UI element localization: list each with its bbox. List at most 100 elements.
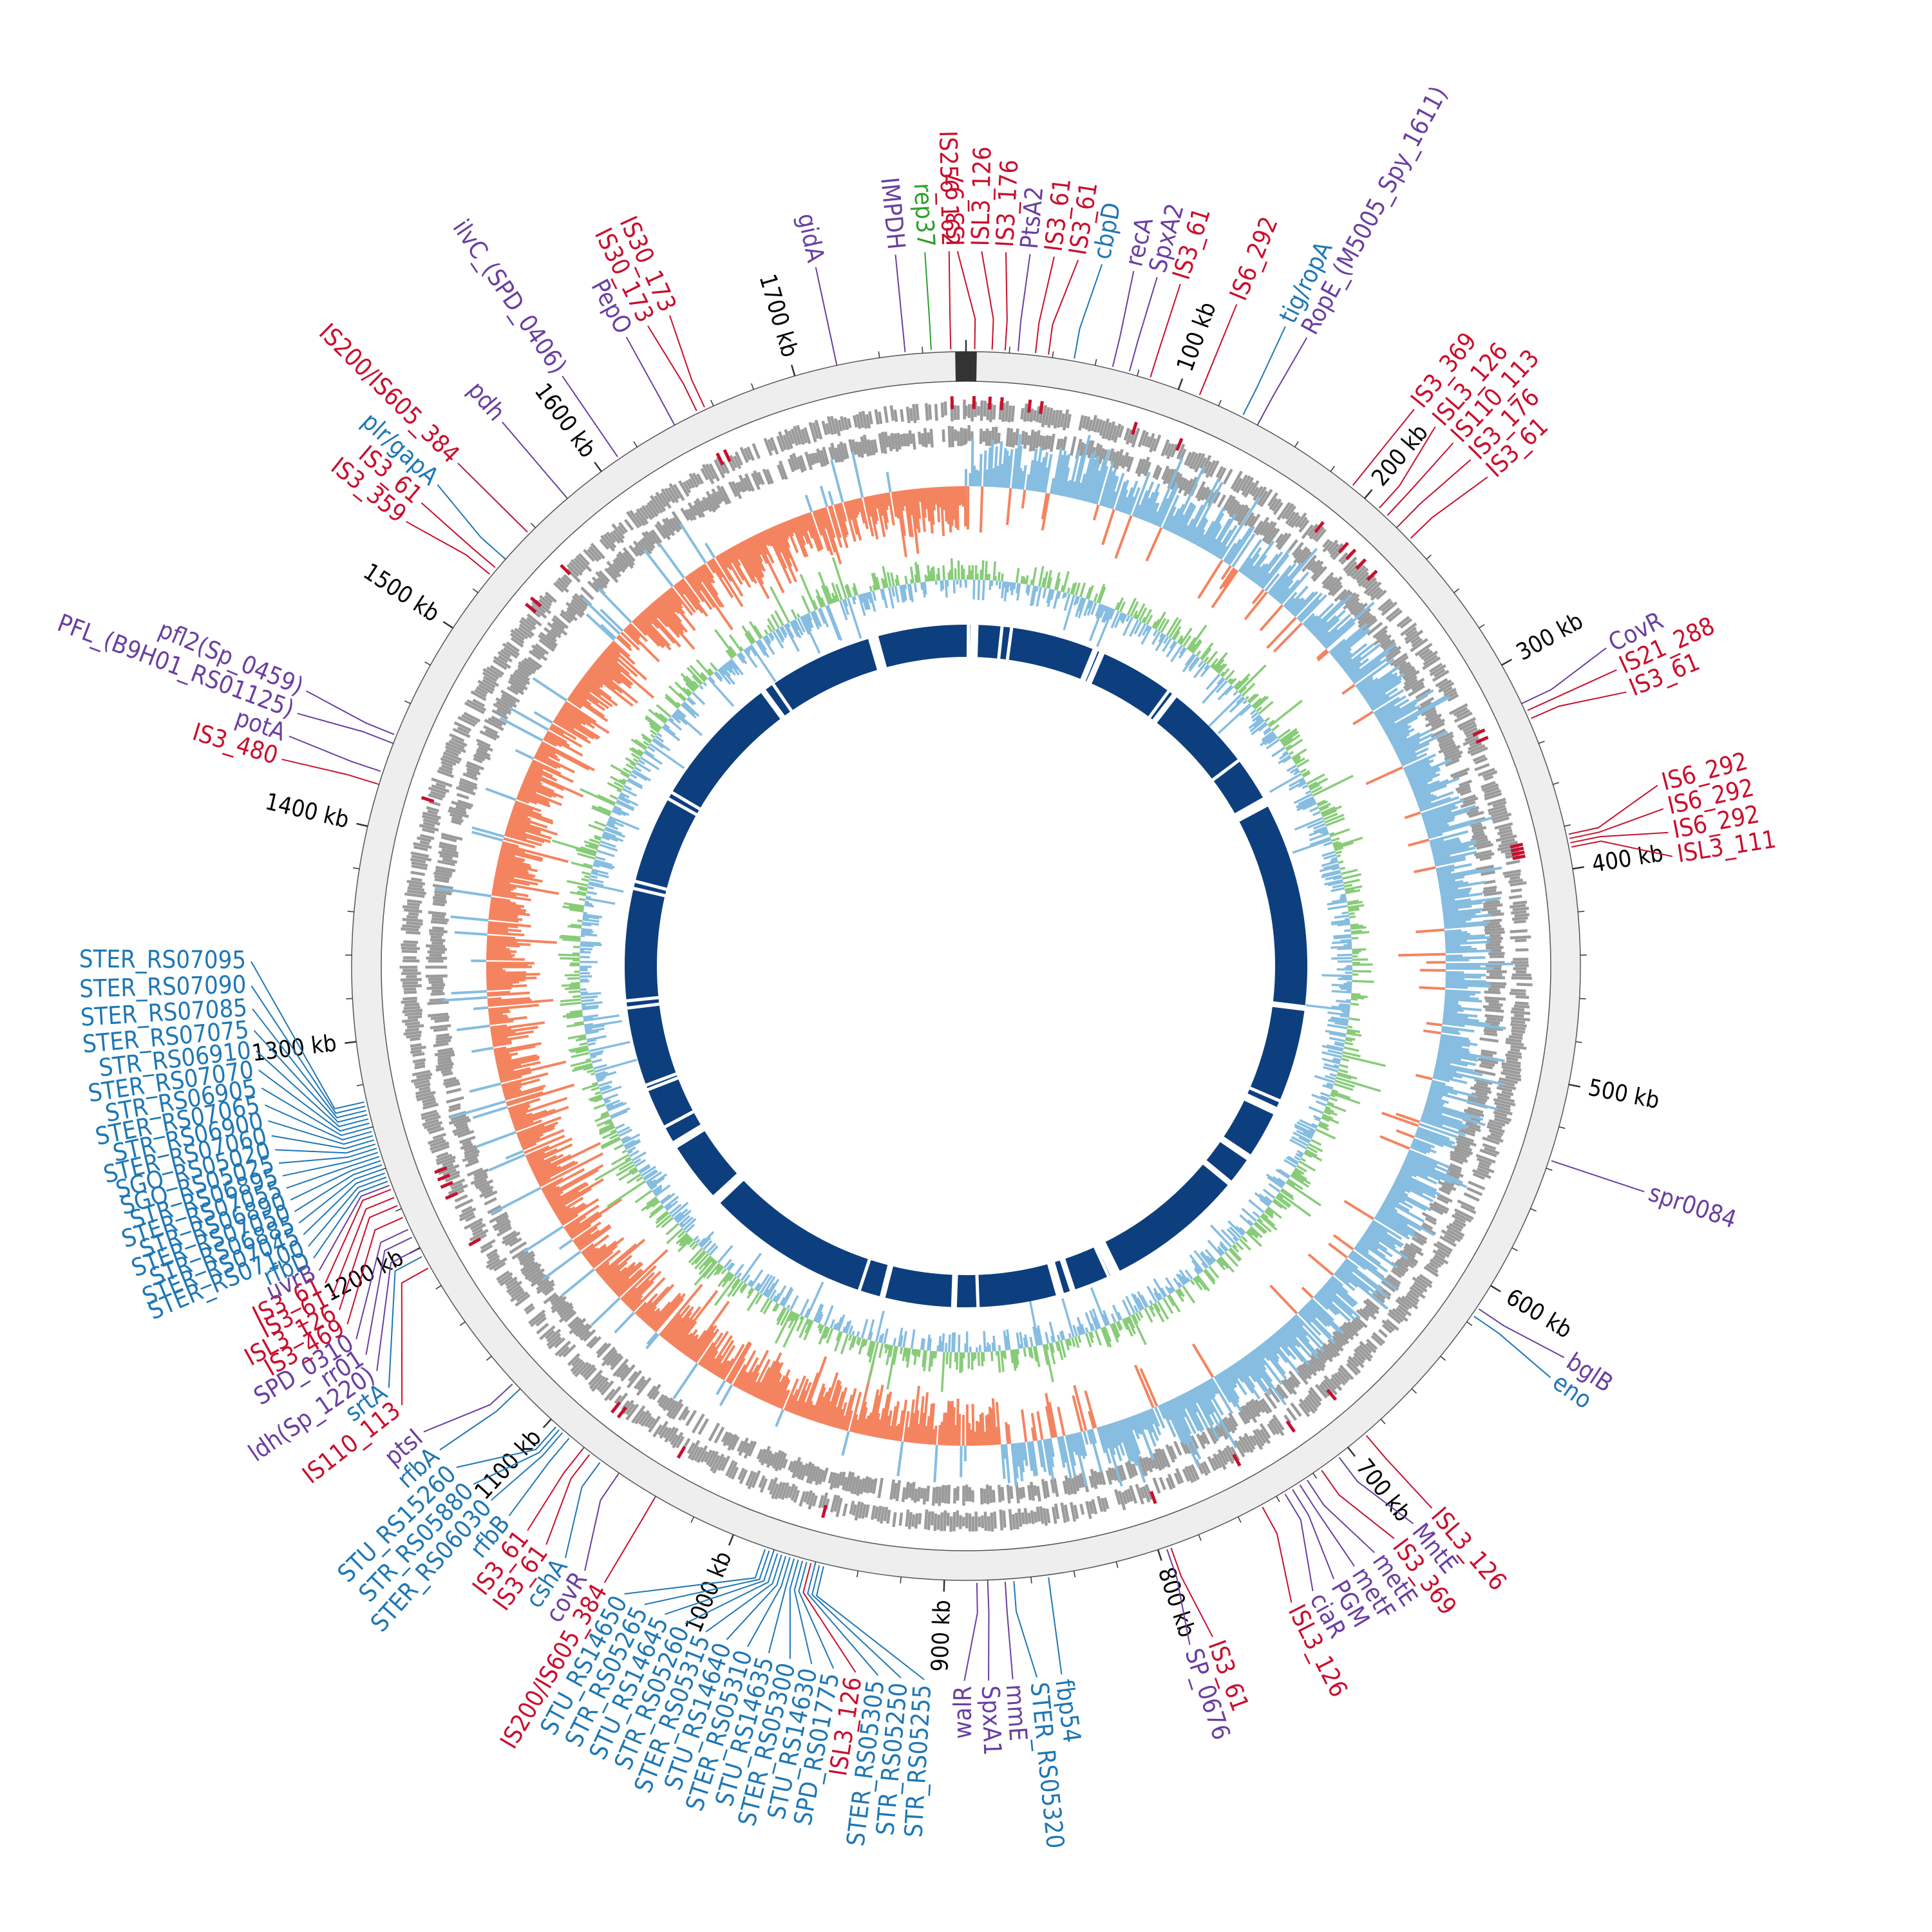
gc-content-bar: [804, 1308, 811, 1318]
gc-skew-bar: [1191, 1343, 1215, 1378]
gc-content-bar: [1323, 812, 1338, 821]
cds-mark: [496, 1226, 513, 1237]
blast-gap: [1099, 1240, 1121, 1274]
gc-skew-bar: [703, 1331, 729, 1369]
gc-content-bar: [905, 1348, 910, 1362]
cds-mark: [558, 1346, 570, 1358]
gc-content-bar: [644, 750, 655, 758]
gc-skew-bar: [1400, 755, 1417, 765]
cds-mark: [1084, 416, 1091, 430]
cds-mark: [623, 518, 634, 531]
gc-skew-bar: [839, 502, 848, 522]
gc-content-bar: [591, 1072, 596, 1076]
gc-content-bar: [824, 1327, 831, 1339]
gc-content-bar: [1041, 577, 1046, 588]
cds-mark: [488, 717, 503, 727]
gc-skew-bar: [1216, 524, 1238, 558]
gc-skew-bar: [1029, 448, 1038, 491]
cds-mark: [692, 472, 701, 486]
gc-content-bar: [612, 808, 627, 817]
gc-content-bar: [1235, 1226, 1245, 1235]
gc-skew-bar: [1296, 592, 1323, 620]
gc-skew-bar: [639, 612, 671, 647]
minor-tick: [1440, 1356, 1446, 1361]
gc-content-bar: [1013, 1349, 1018, 1368]
gc-skew-bar: [1110, 1423, 1120, 1446]
cds-mark: [406, 889, 427, 895]
gc-skew-bar: [525, 774, 542, 783]
gc-skew-bar: [456, 1024, 491, 1032]
gc-content-bar: [1329, 831, 1335, 836]
gc-skew-bar: [1267, 1338, 1288, 1363]
cds-mark: [444, 745, 462, 755]
blast-gap: [872, 634, 887, 670]
gc-content-bar: [1300, 768, 1307, 774]
cds-mark: [558, 1309, 574, 1323]
gc-content-bar: [559, 936, 581, 940]
gc-content-bar: [1334, 1064, 1340, 1068]
gc-content-bar: [697, 1237, 706, 1246]
gc-skew-bar: [1075, 482, 1082, 500]
gc-content-bar: [1056, 578, 1061, 591]
gc-skew-bar: [943, 1412, 948, 1446]
cds-mark: [525, 1305, 535, 1315]
cds-mark: [997, 432, 1001, 444]
gc-skew-bar: [774, 525, 791, 560]
gc-content-bar: [1121, 1299, 1132, 1316]
gc-content-bar: [649, 729, 658, 736]
gc-skew-bar: [1132, 471, 1151, 517]
cds-mark: [656, 521, 671, 540]
gc-content-bar: [1061, 1298, 1075, 1338]
gc-skew-bar: [535, 1165, 558, 1179]
cds-mark: [1235, 474, 1248, 493]
cds-mark: [1170, 444, 1179, 458]
gc-skew-bar: [1427, 1095, 1450, 1104]
cds-mark: [703, 1449, 713, 1463]
gc-content-bar: [782, 1314, 800, 1348]
cds-mark: [822, 446, 830, 465]
is-marker: [421, 796, 435, 803]
cds-mark: [1514, 913, 1530, 918]
gc-skew-bar: [800, 515, 810, 532]
gc-content-bar: [1321, 974, 1352, 978]
gc-skew-bar: [981, 1412, 985, 1446]
gc-content-bar: [1170, 645, 1183, 663]
cds-mark: [889, 1479, 896, 1500]
cds-mark: [629, 509, 643, 527]
gc-content-bar: [1275, 1168, 1290, 1179]
gc-content-bar: [1103, 607, 1111, 623]
cds-mark: [688, 473, 699, 488]
gc-content-bar: [868, 1341, 876, 1363]
gc-skew-bar: [1005, 1422, 1010, 1444]
cds-mark: [1479, 856, 1492, 862]
gc-skew-bar: [804, 1400, 813, 1419]
gc-skew-bar: [1445, 979, 1486, 983]
gc-content-bar: [1241, 683, 1256, 697]
cds-mark: [1100, 1497, 1107, 1512]
gc-skew-bar: [1403, 759, 1430, 772]
gc-content-bar: [698, 1257, 714, 1275]
gc-skew-bar: [1045, 1406, 1054, 1439]
gc-content-bar: [678, 1235, 690, 1247]
cds-mark: [617, 525, 626, 535]
gc-skew-bar: [1101, 509, 1115, 545]
gc-content-bar: [1224, 1251, 1239, 1267]
cds-mark: [1358, 614, 1374, 629]
gc-content-bar: [1309, 837, 1331, 846]
cds-mark: [788, 1461, 794, 1471]
cds-mark: [454, 1194, 468, 1203]
gc-skew-bar: [499, 851, 516, 858]
gc-content-bar: [1200, 1251, 1213, 1265]
gc-content-bar: [1313, 826, 1327, 833]
gc-content-bar: [1231, 1245, 1240, 1253]
gc-skew-bar: [487, 935, 516, 940]
cds-mark: [419, 833, 435, 840]
cds-mark: [782, 1459, 788, 1469]
gc-content-bar: [686, 688, 693, 695]
gc-content-bar: [623, 767, 632, 774]
gc-content-bar: [1200, 647, 1212, 661]
cds-mark: [542, 1282, 556, 1294]
gc-skew-bar: [911, 489, 918, 529]
gc-skew-bar: [1443, 1018, 1490, 1026]
cds-mark: [1457, 786, 1472, 794]
